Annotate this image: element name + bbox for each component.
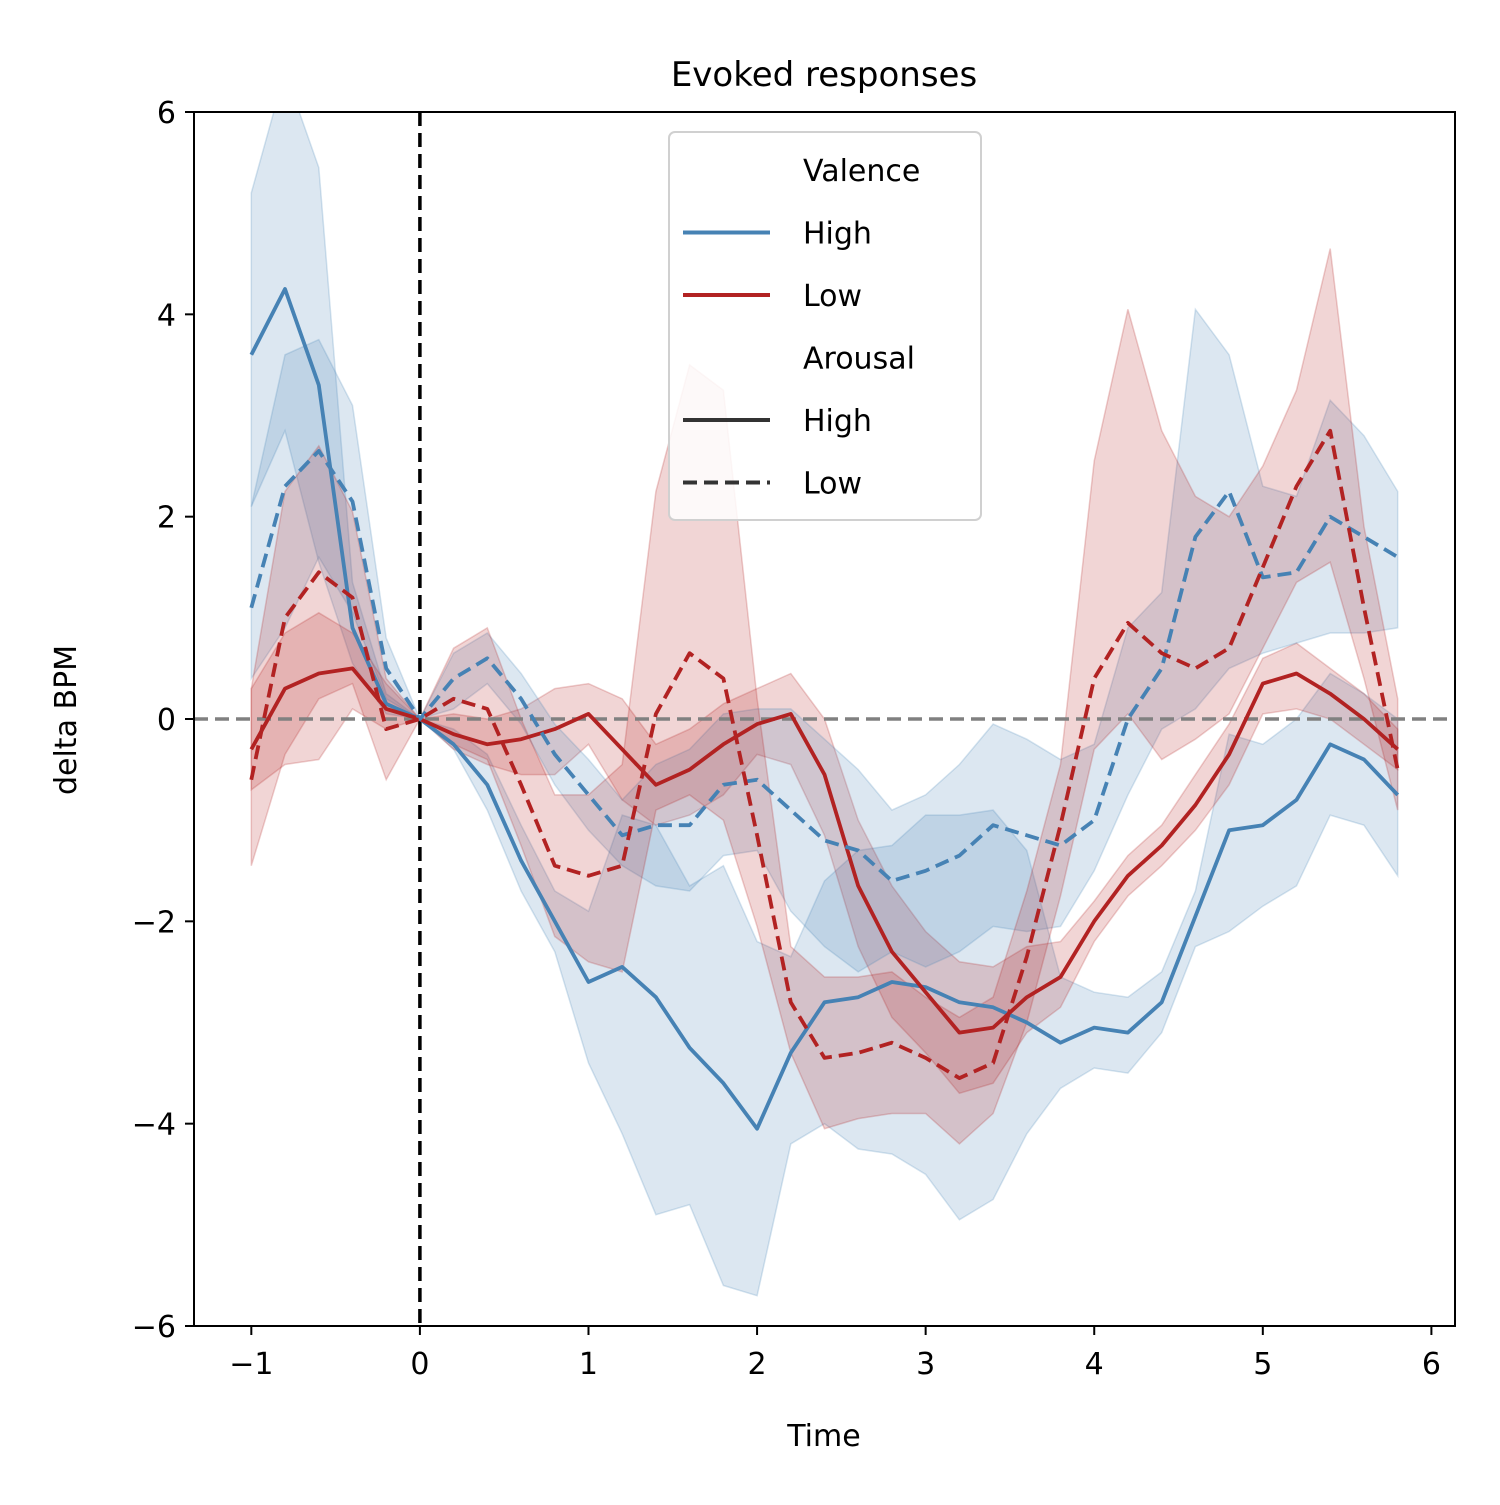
legend-box [668,131,982,521]
legend-item-label: High [803,404,872,439]
legend-item-label: High [803,217,872,252]
plot-series-group [194,112,1455,1326]
legend: Valence High Low Arousal High Low [668,131,982,521]
x-tick-label: 3 [916,1347,935,1382]
legend-heading: Valence [803,154,920,189]
ci-band-high-valence-low-arousal [250,307,1399,973]
x-tick-label: 5 [1253,1347,1272,1382]
legend-item-label: Low [803,467,862,502]
legend-item-label: Low [803,279,862,314]
x-tick-label: 0 [410,1347,429,1382]
plot-area [194,112,1455,1326]
series-line-low-valence-high-arousal [249,666,1399,1035]
chart-title: Evoked responses [671,55,977,95]
series-line-high-valence-low-arousal [249,448,1399,883]
x-tick-label: −1 [229,1347,273,1382]
y-tick-label: 6 [157,96,176,131]
y-tick-label: 4 [157,298,176,333]
ci-band-low-valence-low-arousal [250,248,1399,1145]
x-tick-label: 1 [579,1347,598,1382]
y-tick-label: −4 [132,1108,176,1143]
y-tick-label: 2 [157,501,176,536]
y-tick-label: −6 [132,1310,176,1345]
legend-heading: Arousal [803,342,915,377]
x-tick-label: 6 [1422,1347,1441,1382]
y-axis-label: delta BPM [49,645,84,795]
x-tick-label: 4 [1085,1347,1104,1382]
y-tick-label: −2 [132,905,176,940]
series-line-low-valence-low-arousal [249,428,1400,1080]
y-tick-label: 0 [157,703,176,738]
axes: −1 0 1 2 3 4 5 6 −6 −4 −2 0 2 4 6 [132,96,1456,1382]
x-axis-label: Time [786,1419,860,1454]
x-tick-label: 2 [748,1347,767,1382]
series-line-high-valence-high-arousal [249,287,1400,1131]
ci-band-high-valence-high-arousal [250,112,1399,1297]
